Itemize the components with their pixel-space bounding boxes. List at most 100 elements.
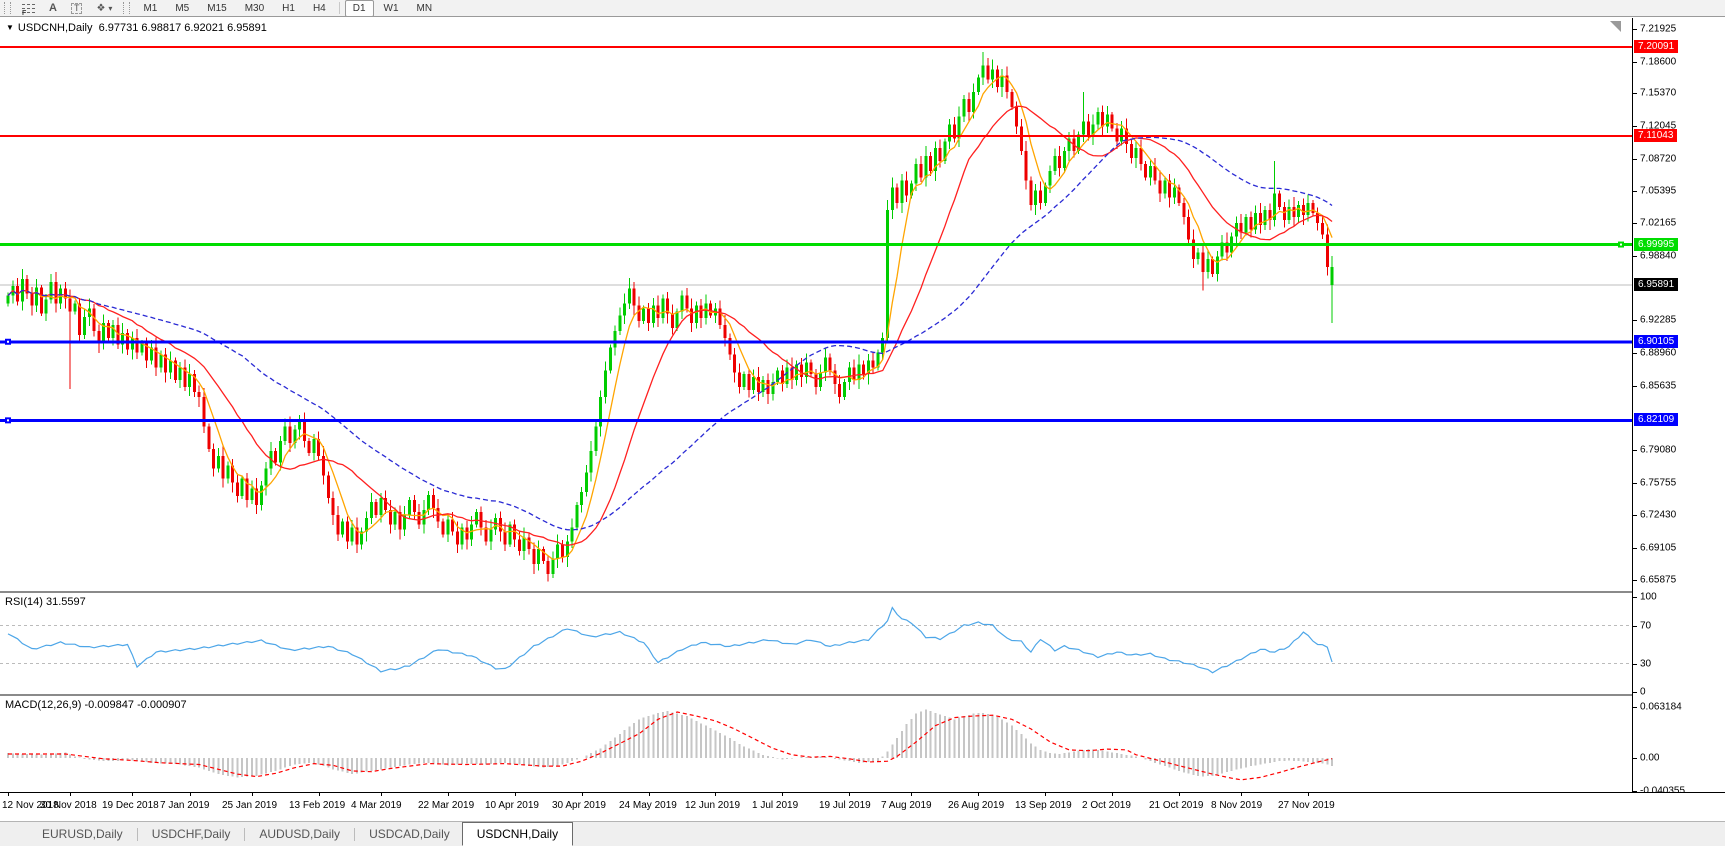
axis-tick bbox=[1633, 223, 1637, 224]
axis-tick-label: 7.05395 bbox=[1640, 185, 1677, 197]
axis-tick bbox=[1633, 450, 1637, 451]
axis-tick-label: 6.88960 bbox=[1640, 347, 1677, 359]
timeframe-m30-button[interactable]: M30 bbox=[244, 2, 265, 14]
panel-divider[interactable] bbox=[0, 591, 1725, 593]
chart-shift-marker-icon[interactable] bbox=[1610, 21, 1621, 32]
axis-tick-label: 6.92285 bbox=[1640, 314, 1677, 326]
timeframe-m15-button[interactable]: M15 bbox=[207, 2, 227, 14]
axis-tick bbox=[1633, 62, 1637, 63]
time-tick bbox=[319, 793, 320, 796]
time-tick bbox=[1112, 793, 1113, 796]
tab-audusd[interactable]: AUDUSD,Daily bbox=[259, 827, 341, 841]
time-tick bbox=[515, 793, 516, 796]
time-tick-label: 2 Oct 2019 bbox=[1082, 800, 1131, 811]
tab-eurusd[interactable]: EURUSD,Daily bbox=[42, 827, 123, 841]
time-tick bbox=[1241, 793, 1242, 796]
timeframe-w1-button[interactable]: W1 bbox=[383, 2, 399, 14]
time-tick bbox=[911, 793, 912, 796]
time-tick bbox=[1045, 793, 1046, 796]
axis-tick-label: 0.063184 bbox=[1640, 701, 1682, 713]
timeframe-h1-button[interactable]: H1 bbox=[282, 2, 295, 14]
axis-tick bbox=[1633, 256, 1637, 257]
time-tick bbox=[649, 793, 650, 796]
tab-usdchf[interactable]: USDCHF,Daily bbox=[151, 827, 231, 841]
time-tick-label: 19 Jul 2019 bbox=[819, 800, 871, 811]
timeframe-d1-button[interactable]: D1 bbox=[344, 0, 374, 17]
axis-tick-label: 6.72430 bbox=[1640, 509, 1677, 521]
price-panel[interactable]: ▼ USDCNH,Daily 6.97731 6.98817 6.92021 6.… bbox=[0, 18, 1632, 591]
macd-panel[interactable]: MACD(12,26,9) -0.009847 -0.000907 bbox=[0, 696, 1632, 792]
arrows-tool-button[interactable]: ❖ ▾ bbox=[90, 0, 118, 17]
time-tick bbox=[1179, 793, 1180, 796]
timeframe-m5-button[interactable]: M5 bbox=[175, 2, 190, 14]
time-tick bbox=[70, 793, 71, 796]
symbol-label: USDCNH,Daily bbox=[17, 22, 93, 34]
axis-tick-label: 6.85635 bbox=[1640, 380, 1677, 392]
axis-tick bbox=[1633, 597, 1637, 598]
timeframe-m1-button[interactable]: M1 bbox=[143, 2, 158, 14]
time-tick bbox=[381, 793, 382, 796]
time-tick bbox=[782, 793, 783, 796]
price-axis[interactable]: 7.21925 7.18600 7.15370 7.12045 7.08720 7.053… bbox=[1632, 18, 1725, 797]
time-tick-label: 21 Oct 2019 bbox=[1149, 800, 1204, 811]
axis-tick bbox=[1633, 791, 1637, 792]
axis-tick-label: 7.08720 bbox=[1640, 153, 1677, 165]
fibonacci-tool-button[interactable]: F bbox=[16, 0, 41, 17]
time-tick-label: 4 Mar 2019 bbox=[351, 800, 402, 811]
axis-tick-label: 100 bbox=[1640, 591, 1657, 603]
label-tool-button[interactable]: T bbox=[65, 0, 89, 17]
price-level-badge: 6.82109 bbox=[1634, 413, 1679, 426]
ohlc-values: 6.97731 6.98817 6.92021 6.95891 bbox=[98, 22, 267, 34]
axis-tick bbox=[1633, 515, 1637, 516]
axis-tick bbox=[1633, 758, 1637, 759]
time-tick bbox=[8, 793, 9, 796]
chevron-down-icon: ▾ bbox=[108, 3, 113, 13]
price-level-badge: 6.99995 bbox=[1634, 238, 1679, 251]
axis-tick bbox=[1633, 664, 1637, 665]
axis-tick-label: 6.98840 bbox=[1640, 250, 1677, 262]
macd-label: MACD(12,26,9) -0.009847 -0.000907 bbox=[5, 699, 187, 711]
axis-tick-label: 7.21925 bbox=[1640, 23, 1677, 35]
symbol-dropdown-icon[interactable]: ▼ bbox=[6, 23, 14, 32]
timeframe-bar: M1 M5 M15 M30 H1 H4 D1 W1 MN bbox=[134, 0, 441, 17]
toolbar-grip[interactable] bbox=[4, 2, 11, 14]
time-tick-label: 7 Aug 2019 bbox=[881, 800, 932, 811]
timeframe-mn-button[interactable]: MN bbox=[416, 2, 433, 14]
macd-histogram bbox=[7, 709, 1334, 778]
axis-tick-label: 6.65875 bbox=[1640, 574, 1677, 586]
chart-ohlc-title: ▼ USDCNH,Daily 6.97731 6.98817 6.92021 6.… bbox=[6, 22, 267, 34]
axis-tick bbox=[1633, 626, 1637, 627]
timeframe-h4-button[interactable]: H4 bbox=[312, 2, 326, 14]
arrows-icon: ❖ bbox=[96, 2, 106, 14]
toolbar-grip[interactable] bbox=[123, 2, 131, 14]
text-tool-button[interactable]: A bbox=[43, 0, 63, 17]
axis-tick-label: 0.00 bbox=[1640, 752, 1660, 764]
price-level-badge: 7.11043 bbox=[1634, 129, 1678, 142]
axis-tick bbox=[1633, 353, 1637, 354]
tab-separator bbox=[354, 827, 356, 841]
ma6-line bbox=[7, 74, 1333, 561]
tab-usdcnh[interactable]: USDCNH,Daily bbox=[461, 821, 574, 846]
time-tick bbox=[978, 793, 979, 796]
axis-tick-label: -0.040355 bbox=[1640, 785, 1686, 797]
price-level-badge: 6.90105 bbox=[1634, 335, 1679, 348]
chart-tab-bar: EURUSD,Daily USDCHF,Daily AUDUSD,Daily USDC… bbox=[0, 821, 1725, 846]
time-tick bbox=[1308, 793, 1309, 796]
tab-separator bbox=[136, 827, 138, 841]
axis-tick bbox=[1633, 580, 1637, 581]
time-axis[interactable]: 12 Nov 2018 30 Nov 2018 19 Dec 2018 7 Jan 2… bbox=[0, 792, 1725, 821]
rsi-panel[interactable]: RSI(14) 31.5597 bbox=[0, 593, 1632, 694]
axis-tick-label: 30 bbox=[1640, 658, 1652, 670]
candles bbox=[6, 51, 1334, 582]
panel-divider[interactable] bbox=[0, 694, 1725, 696]
toolbar: F A T ❖ ▾ M1 M5 M15 M30 H1 H4 D1 W1 MN bbox=[0, 0, 1725, 17]
rsi-line bbox=[7, 606, 1333, 674]
tab-usdcad[interactable]: USDCAD,Daily bbox=[369, 827, 450, 841]
ma18-line bbox=[7, 105, 1333, 546]
time-tick bbox=[252, 793, 253, 796]
axis-tick-label: 6.69105 bbox=[1640, 542, 1677, 554]
time-tick-label: 13 Sep 2019 bbox=[1015, 800, 1072, 811]
axis-tick-label: 7.02165 bbox=[1640, 217, 1677, 229]
axis-tick bbox=[1633, 483, 1637, 484]
